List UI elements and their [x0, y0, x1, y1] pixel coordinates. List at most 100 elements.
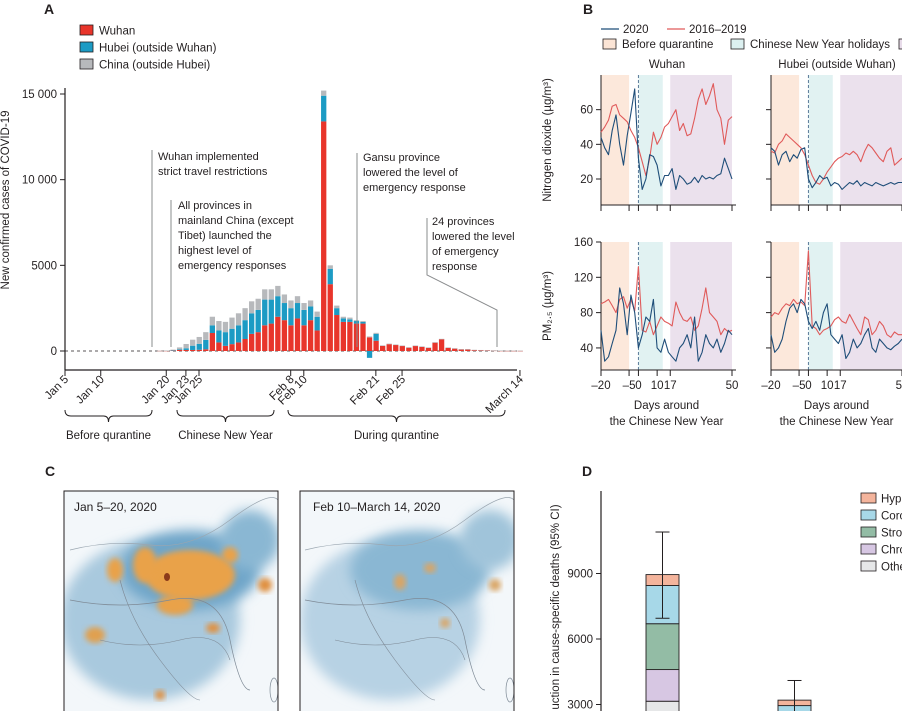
bar-hubei-outside-wuhan- [340, 318, 346, 322]
bar-china-outside-hubei- [432, 342, 438, 343]
bar-china-outside-hubei- [209, 316, 215, 326]
bar-hubei-outside-wuhan- [353, 321, 360, 324]
y-tick-label: 6000 [567, 634, 593, 646]
bar-wuhan [334, 315, 340, 351]
bar-china-outside-hubei- [497, 350, 504, 352]
x-axis-title: the Chinese New Year [780, 416, 894, 428]
bar-hubei-outside-wuhan- [366, 351, 373, 358]
bar-china-outside-hubei- [255, 298, 261, 310]
bar-segment-othe [645, 700, 680, 711]
bar-hubei-outside-wuhan- [307, 306, 314, 321]
bar-wuhan [235, 342, 242, 351]
bar-china-outside-hubei- [465, 349, 471, 350]
bar-hubei-outside-wuhan- [216, 330, 222, 343]
bar-hubei-outside-wuhan- [281, 303, 288, 321]
series-line-2016-2019 [600, 83, 733, 177]
y-tick-label: 80 [580, 308, 593, 320]
bar-wuhan [176, 349, 183, 351]
bar-china-outside-hubei- [484, 350, 491, 351]
panel-d-label: D [582, 463, 592, 479]
bar-hubei-outside-wuhan- [170, 350, 176, 351]
bar-hubei-outside-wuhan- [360, 321, 366, 324]
legend-swatch-hubei-outside-wuhan- [79, 41, 94, 53]
bar-china-outside-hubei- [458, 349, 464, 350]
shading-before [601, 242, 630, 370]
bar-wuhan [452, 348, 458, 351]
shading-before [601, 75, 630, 205]
bar-china-outside-hubei- [183, 343, 189, 349]
x-tick-label: –20 [761, 380, 780, 392]
bar-wuhan [314, 330, 320, 351]
legend-swatch-chro [860, 543, 877, 555]
legend-swatch-during-quarantine [898, 38, 902, 50]
bar-china-outside-hubei- [176, 347, 183, 350]
annotation-text: highest level of [178, 245, 252, 257]
y-axis-title: PM₂.₅ (µg/m³) [542, 271, 554, 341]
legend-label: 2020 [623, 24, 649, 36]
map-feb: Feb 10–March 14, 2020 [299, 490, 515, 711]
bar-china-outside-hubei- [406, 347, 412, 348]
bar-china-outside-hubei- [229, 317, 235, 329]
legend-label: Chro [881, 545, 902, 557]
bar-wuhan [209, 333, 215, 351]
bar-china-outside-hubei- [478, 349, 484, 351]
bar-wuhan [458, 349, 464, 351]
stacked-bar-1 [645, 531, 680, 711]
legend-label: Coro [881, 511, 902, 523]
panel-b: B 2020 2016–2019 Before quarantine Chinese … [542, 1, 902, 428]
x-tick-label: –5 [793, 380, 806, 392]
bar-wuhan [268, 323, 274, 351]
plot-no2-hubei [766, 75, 902, 211]
period-label: Chinese New Year [178, 430, 273, 442]
legend-swatch-othe [860, 560, 877, 572]
bar-hubei-outside-wuhan- [242, 320, 248, 340]
bar-china-outside-hubei- [288, 300, 294, 309]
bar-wuhan [203, 349, 209, 351]
y-axis-title: uction in cause-specific deaths (95% CI) [550, 504, 562, 709]
panel-d-axes: 3000 6000 9000 uction in cause-specific dea… [550, 491, 602, 711]
bar-wuhan [340, 321, 346, 351]
bar-hubei-outside-wuhan- [183, 348, 189, 350]
series-line-2020 [770, 298, 902, 360]
x-tick-label: Jan 10 [74, 374, 107, 407]
bar-china-outside-hubei- [438, 338, 445, 340]
map-feb-label: Feb 10–March 14, 2020 [313, 500, 441, 514]
bar-wuhan [281, 320, 288, 351]
bar-china-outside-hubei- [373, 332, 379, 334]
annotation-text: Tibet) launched the [178, 230, 272, 242]
x-tick-label: 10 [651, 380, 664, 392]
bar-china-outside-hubei- [419, 346, 425, 347]
shading-before [771, 75, 800, 205]
bar-china-outside-hubei- [203, 332, 209, 340]
bar-wuhan [294, 318, 301, 351]
x-tick-label: 10 [821, 380, 834, 392]
bar-hubei-outside-wuhan- [268, 299, 274, 324]
shading-during [670, 75, 732, 205]
bar-hubei-outside-wuhan- [229, 328, 235, 345]
bar-china-outside-hubei- [366, 336, 373, 338]
bar-china-outside-hubei- [222, 321, 229, 333]
bar-hubei-outside-wuhan- [249, 313, 255, 334]
bar-china-outside-hubei- [314, 311, 320, 317]
map-feb-frame [299, 490, 515, 711]
x-axis-title: the Chinese New Year [610, 416, 724, 428]
x-tick-label: 50 [726, 380, 739, 392]
bar-wuhan [380, 345, 386, 351]
bar-segment-stro [645, 623, 680, 671]
bar-wuhan [288, 325, 294, 351]
bar-china-outside-hubei- [301, 303, 307, 310]
y-tick-label: 0 [51, 346, 57, 358]
bar-segment-chro [645, 669, 680, 702]
period-label: Before qurantine [66, 430, 151, 442]
bar-china-outside-hubei- [242, 308, 248, 321]
y-tick-label: 5000 [31, 260, 57, 272]
bar-wuhan [386, 344, 392, 351]
bar-china-outside-hubei- [340, 316, 346, 319]
bar-wuhan [222, 345, 229, 351]
bar-china-outside-hubei- [235, 313, 242, 326]
bar-wuhan [360, 323, 366, 351]
panel-b-legend: 2020 2016–2019 Before quarantine Chinese Ne… [601, 24, 902, 51]
bar-china-outside-hubei- [353, 320, 360, 322]
bar-hubei-outside-wuhan- [190, 345, 196, 350]
